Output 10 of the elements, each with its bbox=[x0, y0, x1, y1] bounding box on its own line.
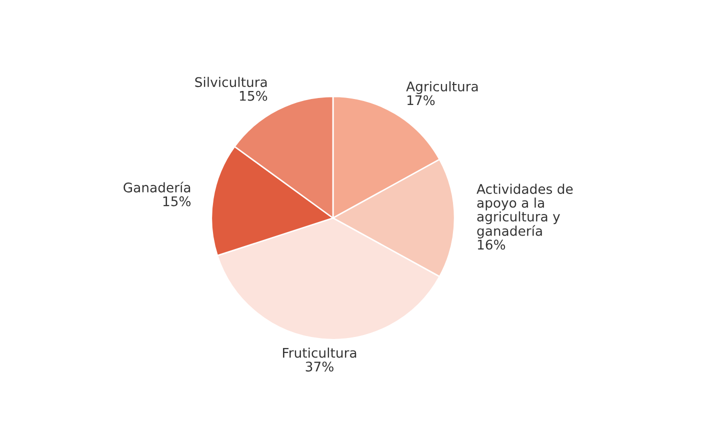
slice-label: Agricultura bbox=[406, 81, 478, 94]
slice-label: Silvicultura bbox=[195, 76, 267, 88]
data-label: 16% bbox=[478, 240, 506, 250]
slice-label: Ganadería bbox=[124, 182, 190, 192]
slice-label: Fruticultura bbox=[283, 348, 356, 358]
data-label: 37% bbox=[306, 362, 334, 372]
slice-label: Actividades de apoyo a la agricultura y ganadería bbox=[476, 184, 573, 238]
data-label: 15% bbox=[163, 196, 191, 206]
data-label: 15% bbox=[240, 90, 268, 101]
data-label: 17% bbox=[407, 95, 435, 106]
